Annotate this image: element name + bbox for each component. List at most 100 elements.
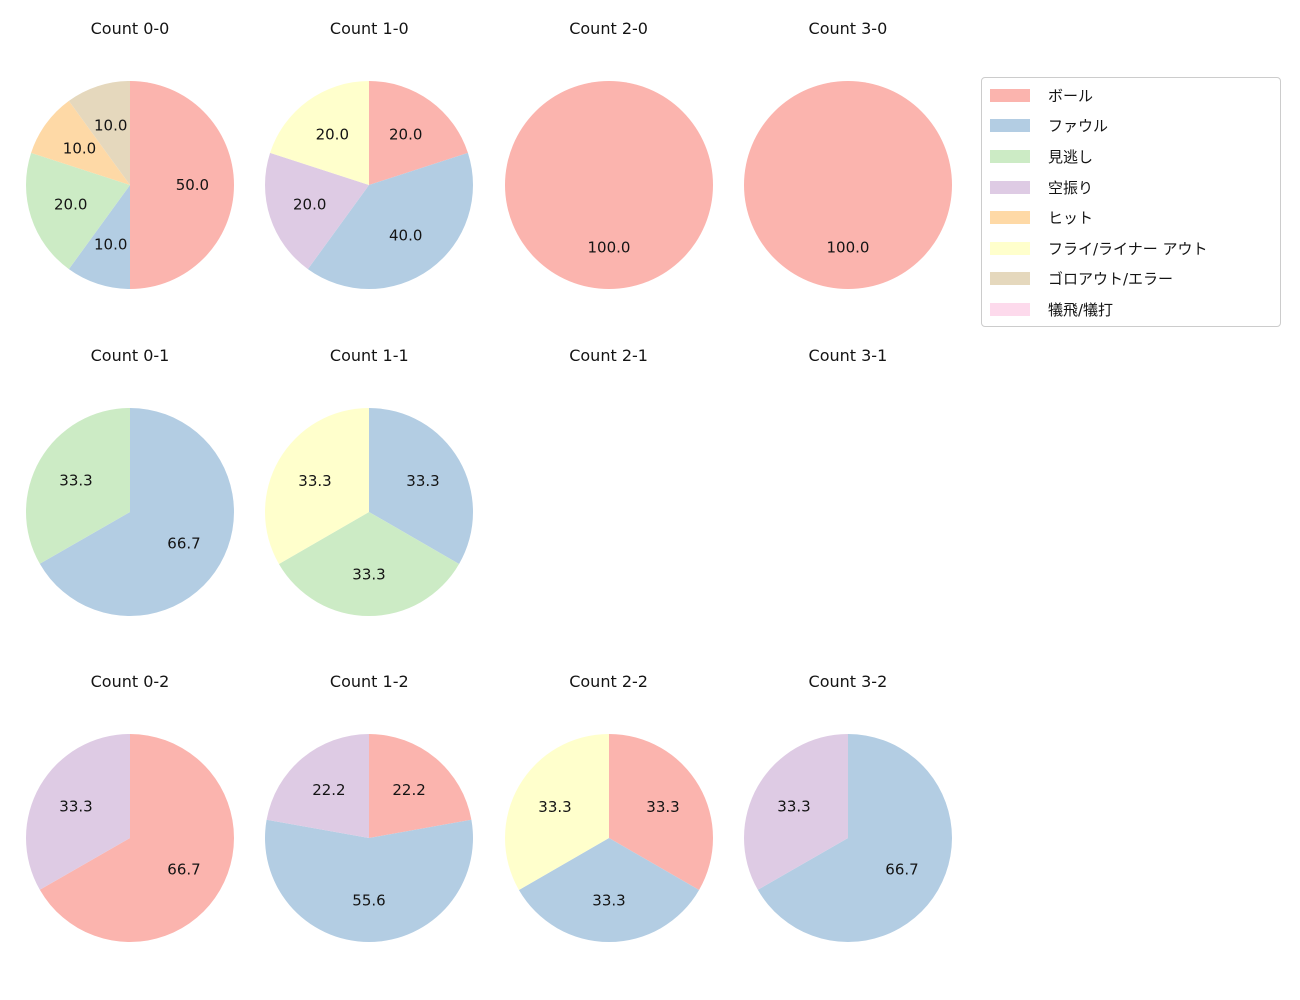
pie-slice bbox=[369, 81, 469, 185]
pie-slice bbox=[518, 838, 699, 943]
pie-slice-value: 20.0 bbox=[54, 195, 87, 213]
subplot-count-3-2: Count 3-2 66.7 33.3 bbox=[728, 668, 968, 944]
legend-label: ゴロアウト/エラー bbox=[1048, 270, 1174, 289]
pie-slice-value: 33.3 bbox=[59, 472, 92, 490]
legend-swatch bbox=[990, 211, 1030, 225]
legend-label: 見逃し bbox=[1048, 147, 1094, 166]
legend-item: フライ/ライナー アウト bbox=[982, 233, 1280, 264]
pie-slice bbox=[130, 81, 234, 289]
pie-slice bbox=[39, 408, 234, 616]
pie-slice bbox=[31, 100, 131, 185]
pie-slice bbox=[504, 734, 609, 890]
pie-slice-value: 33.3 bbox=[592, 891, 625, 909]
pie-slice-value: 100.0 bbox=[587, 238, 630, 256]
legend-label: フライ/ライナー アウト bbox=[1048, 239, 1208, 258]
subplot-title: Count 3-2 bbox=[808, 672, 888, 691]
legend-swatch bbox=[990, 149, 1030, 163]
subplot-count-0-2: Count 0-2 66.7 33.3 bbox=[10, 668, 250, 944]
pie-slice-value: 22.2 bbox=[393, 781, 426, 799]
subplot-title: Count 1-2 bbox=[329, 672, 409, 691]
pie-chart: 50.0 10.0 20.0 10.0 10.0 bbox=[25, 81, 234, 289]
subplot-title: Count 2-1 bbox=[569, 346, 648, 365]
legend-label: 犠飛/犠打 bbox=[1048, 300, 1114, 319]
pie-slice-value: 20.0 bbox=[293, 195, 326, 213]
pie-slice bbox=[270, 81, 370, 185]
pie-slice-value: 10.0 bbox=[63, 139, 96, 157]
pie-slice bbox=[743, 81, 952, 289]
subplot-count-2-0: Count 2-0 100.0 bbox=[489, 15, 729, 291]
legend-item: ゴロアウト/エラー bbox=[982, 264, 1280, 295]
pie-slice-value: 55.6 bbox=[353, 891, 386, 909]
pie-slice-value: 100.0 bbox=[826, 238, 869, 256]
legend-item: 空振り bbox=[982, 172, 1280, 203]
pie-slice bbox=[369, 408, 474, 564]
legend-label: ボール bbox=[1048, 86, 1094, 105]
pie-slice-value: 10.0 bbox=[94, 235, 127, 253]
pie-slice bbox=[25, 152, 130, 270]
legend-item: ヒット bbox=[982, 202, 1280, 233]
pie-slice bbox=[265, 152, 370, 270]
subplot-title: Count 1-0 bbox=[329, 19, 409, 38]
legend-swatch bbox=[990, 272, 1030, 286]
legend-swatch bbox=[990, 88, 1030, 102]
pie-slice bbox=[279, 512, 460, 617]
legend-item: 見逃し bbox=[982, 141, 1280, 172]
pie-slice bbox=[39, 734, 234, 942]
pie-slice-value: 66.7 bbox=[167, 534, 200, 552]
pie-chart: 100.0 bbox=[743, 81, 952, 289]
pie-slice bbox=[608, 734, 713, 890]
pie-chart: 20.0 40.0 20.0 20.0 bbox=[265, 81, 474, 290]
pie-slice bbox=[369, 734, 472, 838]
subplot-count-2-1: Count 2-1 bbox=[489, 342, 729, 370]
subplot-count-2-2: Count 2-2 33.3 33.3 33.3 bbox=[489, 668, 729, 944]
pie-chart: 33.3 33.3 33.3 bbox=[265, 408, 474, 617]
subplot-title: Count 3-1 bbox=[808, 346, 888, 365]
subplot-title: Count 0-1 bbox=[90, 346, 170, 365]
pie-slice-value: 66.7 bbox=[167, 860, 200, 878]
pie-chart: 33.3 33.3 33.3 bbox=[504, 734, 713, 943]
pie-slice bbox=[68, 81, 130, 185]
subplot-count-1-1: Count 1-1 33.3 33.3 33.3 bbox=[249, 342, 489, 618]
subplot-count-3-0: Count 3-0 100.0 bbox=[728, 15, 968, 291]
legend-item: ボール bbox=[982, 80, 1280, 111]
subplot-count-1-0: Count 1-0 20.0 40.0 20.0 20.0 bbox=[249, 15, 489, 291]
pie-slice bbox=[265, 819, 474, 943]
subplot-title: Count 2-2 bbox=[569, 672, 648, 691]
pie-chart: 66.7 33.3 bbox=[25, 408, 234, 616]
pie-slice-value: 66.7 bbox=[885, 860, 918, 878]
pie-slice-value: 33.3 bbox=[538, 798, 571, 816]
pie-slice-value: 22.2 bbox=[312, 781, 345, 799]
pie-slice bbox=[504, 81, 713, 289]
subplot-count-3-1: Count 3-1 bbox=[728, 342, 968, 370]
pie-slice bbox=[68, 185, 130, 289]
pie-slice-value: 20.0 bbox=[316, 126, 349, 144]
legend-swatch bbox=[990, 119, 1030, 133]
pie-slice-value: 20.0 bbox=[389, 126, 422, 144]
pie-slice bbox=[25, 408, 130, 564]
legend-swatch bbox=[990, 302, 1030, 316]
pie-chart: 66.7 33.3 bbox=[25, 734, 234, 942]
pie-slice-value: 33.3 bbox=[299, 472, 332, 490]
pie-slice-value: 33.3 bbox=[407, 472, 440, 490]
pie-slice-value: 33.3 bbox=[646, 798, 679, 816]
pie-slice-value: 40.0 bbox=[389, 227, 422, 245]
subplot-count-1-2: Count 1-2 22.2 55.6 22.2 bbox=[249, 668, 489, 944]
pie-slice bbox=[308, 152, 474, 290]
subplot-title: Count 0-2 bbox=[90, 672, 170, 691]
pie-slice bbox=[265, 408, 370, 564]
pie-slice-value: 10.0 bbox=[94, 117, 127, 135]
pie-slice bbox=[266, 734, 370, 838]
legend-swatch bbox=[990, 241, 1030, 255]
legend-label: ファウル bbox=[1048, 117, 1109, 136]
pie-chart: 66.7 33.3 bbox=[743, 734, 952, 942]
legend: ボールファウル見逃し空振りヒットフライ/ライナー アウト ゴロアウト/エラー 犠飛/… bbox=[981, 77, 1281, 327]
subplot-count-0-1: Count 0-1 66.7 33.3 bbox=[10, 342, 250, 618]
subplot-count-0-0: Count 0-0 50.0 10.0 20.0 10.0 10.0 bbox=[10, 15, 250, 291]
pie-slice-value: 33.3 bbox=[59, 798, 92, 816]
legend-item: ファウル bbox=[982, 111, 1280, 142]
pie-chart: 22.2 55.6 22.2 bbox=[265, 734, 474, 943]
legend-item: 犠飛/犠打 bbox=[982, 294, 1280, 325]
legend-label: ヒット bbox=[1048, 209, 1094, 228]
legend-label: 空振り bbox=[1048, 178, 1094, 197]
pie-slice-value: 33.3 bbox=[353, 565, 386, 583]
